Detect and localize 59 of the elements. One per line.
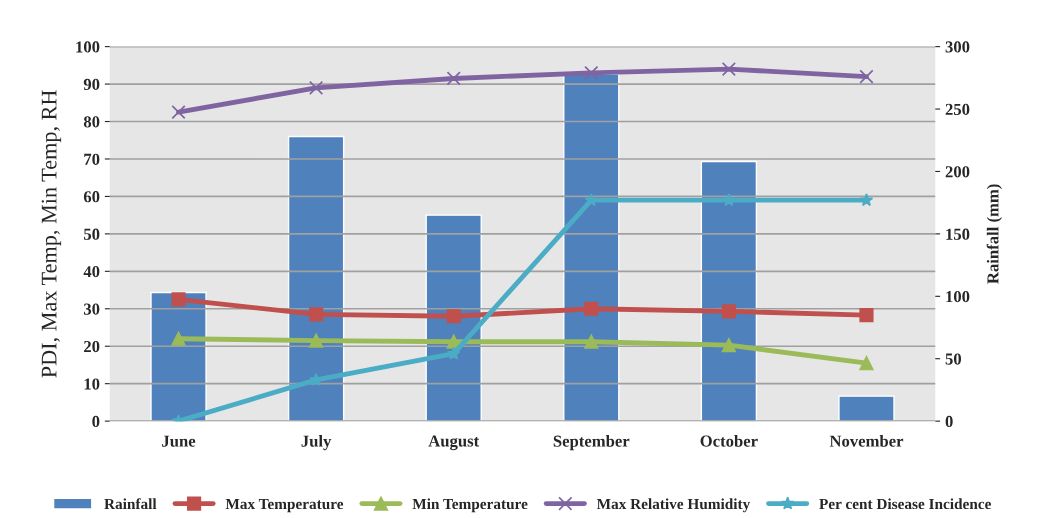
point [859, 193, 874, 207]
point [446, 309, 461, 324]
bar [287, 135, 345, 422]
y2-tick-label: 200 [945, 166, 970, 178]
bar [838, 395, 895, 422]
y-tick-label: 10 [84, 378, 100, 390]
y-tick-label: 20 [84, 340, 100, 353]
point [584, 334, 599, 349]
y-tick-label: 0 [92, 415, 100, 428]
y-tick-label: 40 [83, 266, 100, 278]
point [309, 307, 324, 322]
x-tick-label: July [301, 435, 332, 451]
y-tick-label: 30 [83, 303, 100, 315]
x-tick-label: September [553, 435, 630, 451]
x-tick-label: November [829, 435, 904, 447]
x-tick-label: June [162, 435, 196, 447]
y2-tick-label: 100 [946, 291, 970, 303]
y2-tick-label: 0 [945, 415, 953, 428]
y-tick-label: 60 [83, 191, 100, 203]
point [171, 331, 186, 346]
bar [425, 214, 482, 422]
bar [150, 291, 207, 422]
y2-axis-title: Rainfall (mm) [986, 184, 1002, 284]
point [171, 105, 186, 120]
point [721, 62, 736, 77]
point [584, 65, 599, 80]
point [859, 308, 874, 323]
y2-tick-label: 50 [945, 353, 962, 365]
point [584, 301, 599, 316]
point [309, 372, 323, 386]
legend-label: Max Temperature [225, 498, 344, 513]
legend-label: Max Relative Humidity [596, 498, 751, 513]
y-tick-label: 90 [83, 78, 100, 91]
legend-label: Rainfall [104, 498, 157, 510]
y-tick-label: 70 [84, 153, 100, 165]
y2-tick-label: 250 [945, 103, 970, 115]
point [721, 304, 736, 319]
y-tick-label: 50 [84, 228, 100, 240]
point [859, 355, 874, 371]
y-tick-label: 100 [76, 41, 100, 53]
point [446, 71, 461, 86]
point [171, 292, 186, 307]
point [721, 338, 736, 353]
y-tick-label: 80 [83, 116, 100, 128]
point [446, 346, 461, 360]
point [584, 193, 599, 207]
point [309, 333, 324, 348]
legend-label: Per cent Disease Incidence [819, 498, 991, 510]
point [309, 80, 324, 95]
legend-label: Min Temperature [412, 498, 528, 513]
y-axis-title: PDI, Max Temp, Min Temp, RH [41, 90, 62, 378]
x-tick-label: August [428, 435, 480, 451]
y2-tick-label: 300 [945, 41, 970, 53]
point [859, 69, 874, 84]
point [722, 193, 736, 207]
x-tick-label: October [700, 435, 758, 447]
y2-tick-label: 150 [946, 228, 970, 240]
bar [563, 73, 620, 422]
bar [700, 160, 758, 422]
